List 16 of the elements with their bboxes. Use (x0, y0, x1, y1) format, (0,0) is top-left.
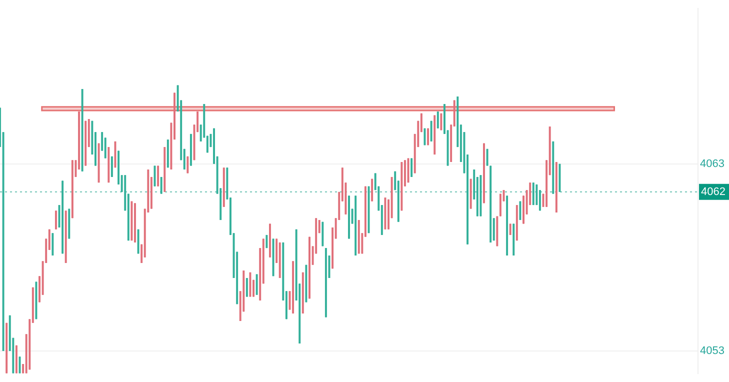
candlestick (532, 182, 534, 206)
candlestick (52, 232, 54, 256)
candlestick (410, 158, 413, 178)
candlestick (256, 274, 258, 296)
ref-line-label: 4062 (701, 186, 726, 198)
candlestick (371, 178, 374, 202)
candlestick (430, 120, 432, 142)
candlestick (160, 176, 162, 194)
candlestick (157, 165, 160, 187)
y-tick-label: 4063 (700, 158, 724, 170)
y-tick-label: 4053 (700, 344, 724, 357)
candlestick (509, 223, 512, 236)
candlestick (519, 200, 522, 220)
candlestick (499, 193, 502, 217)
candlestick (436, 110, 439, 129)
candlestick (110, 156, 113, 178)
